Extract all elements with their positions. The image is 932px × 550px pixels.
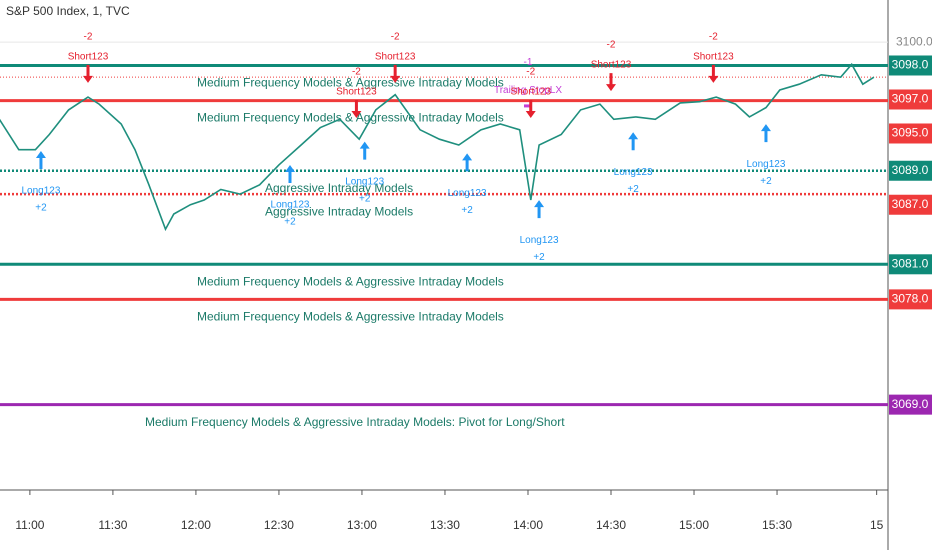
price-label-box (889, 394, 932, 415)
level-text: Medium Frequency Models & Aggressive Int… (197, 310, 504, 324)
x-tick-label: 14:00 (513, 518, 543, 532)
signal-qty: -2 (84, 32, 93, 43)
long-arrow (285, 165, 296, 184)
long-arrow (760, 124, 771, 143)
x-tick-label: 12:00 (181, 518, 211, 532)
signal-qty: -2 (352, 67, 361, 78)
signal-label: Long123 (614, 167, 653, 178)
short-arrow (390, 64, 401, 83)
price-label: 3089.0 (892, 163, 929, 177)
price-label-box (889, 89, 932, 110)
signal-label: Long123 (21, 186, 60, 197)
stop-marker (523, 104, 532, 108)
signal-label: Short123 (510, 87, 551, 98)
signal-label: Long123 (520, 235, 559, 246)
price-label: 3087.0 (892, 197, 929, 211)
signal-label: Long123 (345, 176, 384, 187)
signal-qty: +2 (461, 205, 473, 216)
price-label: 3098.0 (892, 58, 929, 72)
x-tick-label: 15 (870, 518, 884, 532)
x-tick-label: 15:30 (762, 518, 792, 532)
level-text: Medium Frequency Models & Aggressive Int… (197, 274, 504, 288)
short-arrow (525, 99, 536, 118)
signal-qty: +2 (35, 203, 47, 214)
level-text: Aggressive Intraday Models (265, 204, 413, 218)
x-tick-label: 13:30 (430, 518, 460, 532)
price-label-box (889, 289, 932, 310)
signal-qty: +2 (359, 193, 371, 204)
x-tick-label: 13:00 (347, 518, 377, 532)
signal-qty: -2 (391, 32, 400, 43)
signal-qty: +2 (627, 184, 639, 195)
level-text: Medium Frequency Models & Aggressive Int… (145, 415, 565, 429)
price-label-box (889, 194, 932, 215)
signal-qty: +2 (533, 252, 545, 263)
level-text: Aggressive Intraday Models (265, 181, 413, 195)
short-arrow (351, 99, 362, 118)
long-arrow (462, 153, 473, 172)
signal-label: Long123 (448, 188, 487, 199)
signal-label: Short123 (68, 52, 109, 63)
price-label: 3095.0 (892, 126, 929, 140)
signal-label: Short123 (591, 60, 632, 71)
x-tick-label: 11:30 (98, 518, 127, 532)
price-label-box (889, 160, 932, 181)
signal-label: Trailing StopLX (494, 85, 562, 96)
signal-label: Short123 (693, 52, 734, 63)
signal-label: Long123 (271, 200, 310, 211)
signal-qty: -2 (709, 32, 718, 43)
price-label: 3069.0 (892, 397, 929, 411)
price-label-box (889, 254, 932, 275)
signal-label: Short123 (375, 52, 416, 63)
level-text: Medium Frequency Models & Aggressive Int… (197, 76, 504, 90)
chart-title: S&P 500 Index, 1, TVC (6, 4, 130, 18)
long-arrow (35, 151, 46, 170)
signal-label: Long123 (746, 159, 785, 170)
y-tick-label: 3100.0 (896, 34, 932, 48)
signal-qty: -2 (526, 67, 535, 78)
signal-qty: +2 (760, 176, 772, 187)
signal-qty: -1 (524, 57, 533, 68)
price-line (0, 62, 875, 232)
price-label-box (889, 55, 932, 76)
short-arrow (606, 73, 617, 92)
long-arrow (534, 200, 545, 219)
price-label-box (889, 123, 932, 144)
signal-label: Short123 (336, 87, 377, 98)
signal-qty: -2 (607, 40, 616, 51)
price-label: 3078.0 (892, 292, 929, 306)
price-label: 3081.0 (892, 256, 929, 270)
x-tick-label: 12:30 (264, 518, 294, 532)
x-tick-label: 15:00 (679, 518, 709, 532)
x-tick-label: 14:30 (596, 518, 626, 532)
long-arrow (628, 132, 639, 151)
level-text: Medium Frequency Models & Aggressive Int… (197, 111, 504, 125)
x-tick-label: 11:00 (15, 518, 44, 532)
long-arrow (359, 141, 370, 160)
price-label: 3097.0 (892, 92, 929, 106)
short-arrow (708, 64, 719, 83)
signal-qty: +2 (284, 217, 296, 228)
short-arrow (82, 64, 93, 83)
